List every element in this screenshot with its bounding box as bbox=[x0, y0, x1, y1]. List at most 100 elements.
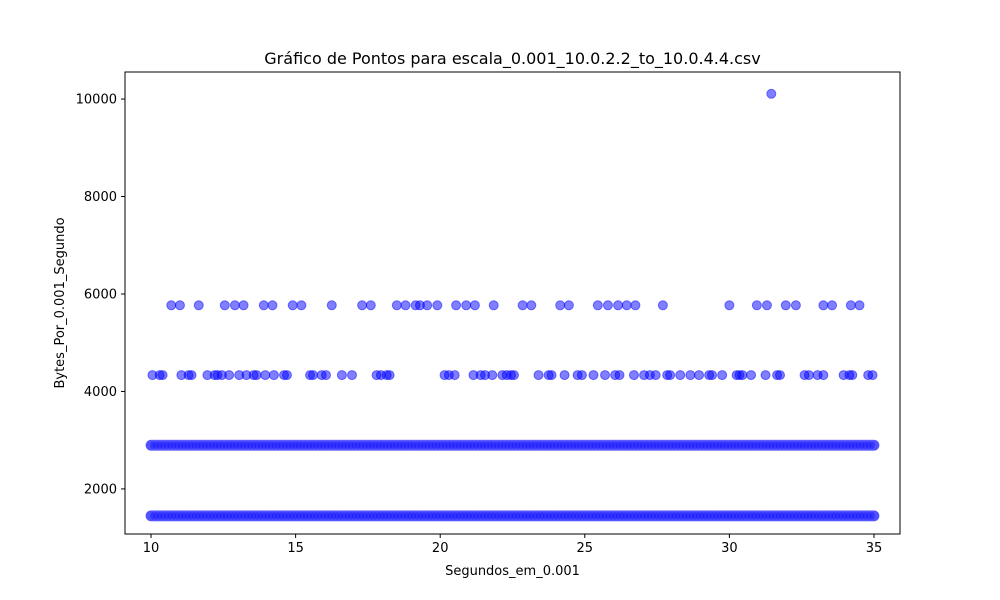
data-point bbox=[358, 511, 368, 521]
data-point bbox=[271, 511, 281, 521]
data-point bbox=[782, 511, 792, 521]
data-point bbox=[608, 511, 618, 521]
data-point bbox=[451, 300, 462, 311]
data-point bbox=[626, 440, 636, 450]
data-point bbox=[422, 300, 433, 311]
data-point bbox=[688, 511, 698, 521]
data-point bbox=[841, 440, 851, 450]
data-point bbox=[267, 300, 278, 311]
data-point bbox=[268, 440, 278, 450]
data-point bbox=[389, 511, 399, 521]
data-point bbox=[862, 511, 872, 521]
x-tick-label: 15 bbox=[287, 541, 304, 556]
data-point bbox=[212, 440, 222, 450]
data-point bbox=[257, 440, 267, 450]
data-point bbox=[664, 511, 674, 521]
data-point bbox=[480, 440, 490, 450]
data-point bbox=[612, 511, 622, 521]
data-point bbox=[504, 440, 514, 450]
data-point bbox=[709, 440, 719, 450]
data-point bbox=[334, 511, 344, 521]
data-point bbox=[733, 440, 743, 450]
data-point bbox=[775, 511, 785, 521]
data-point bbox=[594, 511, 604, 521]
chart-title: Gráfico de Pontos para escala_0.001_10.0… bbox=[264, 49, 760, 69]
data-point bbox=[455, 511, 465, 521]
data-point bbox=[841, 511, 851, 521]
data-point bbox=[514, 440, 524, 450]
data-point bbox=[768, 440, 778, 450]
data-point bbox=[702, 440, 712, 450]
data-point bbox=[521, 511, 531, 521]
data-point bbox=[772, 440, 782, 450]
x-tick-label: 25 bbox=[577, 541, 594, 556]
data-point bbox=[379, 440, 389, 450]
data-point bbox=[660, 440, 670, 450]
data-point bbox=[539, 511, 549, 521]
data-point bbox=[191, 511, 201, 521]
data-point bbox=[831, 511, 841, 521]
data-point bbox=[852, 440, 862, 450]
data-point bbox=[574, 511, 584, 521]
data-point bbox=[302, 511, 312, 521]
data-point bbox=[400, 511, 410, 521]
data-point bbox=[295, 511, 305, 521]
data-point bbox=[615, 511, 625, 521]
data-point bbox=[386, 511, 396, 521]
data-point bbox=[257, 511, 267, 521]
data-point bbox=[799, 511, 809, 521]
data-point bbox=[584, 440, 594, 450]
data-point bbox=[740, 511, 750, 521]
data-point bbox=[393, 440, 403, 450]
data-point bbox=[848, 511, 858, 521]
data-point bbox=[796, 511, 806, 521]
data-point bbox=[462, 440, 472, 450]
data-point bbox=[782, 440, 792, 450]
data-point bbox=[626, 511, 636, 521]
data-point bbox=[330, 440, 340, 450]
data-point bbox=[622, 440, 632, 450]
data-point bbox=[716, 511, 726, 521]
data-point bbox=[327, 440, 337, 450]
data-point bbox=[452, 440, 462, 450]
data-point bbox=[678, 440, 688, 450]
data-point bbox=[306, 440, 316, 450]
data-point bbox=[384, 370, 395, 381]
data-point bbox=[191, 440, 201, 450]
data-point bbox=[761, 511, 771, 521]
data-point bbox=[469, 511, 479, 521]
data-point bbox=[275, 440, 285, 450]
data-point bbox=[699, 440, 709, 450]
data-point bbox=[224, 370, 235, 381]
data-point bbox=[344, 440, 354, 450]
data-point bbox=[657, 511, 667, 521]
data-point bbox=[605, 511, 615, 521]
data-point bbox=[292, 511, 302, 521]
data-point bbox=[633, 440, 643, 450]
data-point bbox=[681, 511, 691, 521]
data-point bbox=[431, 511, 441, 521]
data-point bbox=[720, 440, 730, 450]
data-point bbox=[323, 511, 333, 521]
data-point bbox=[754, 440, 764, 450]
data-point bbox=[574, 440, 584, 450]
data-point bbox=[174, 511, 184, 521]
data-point bbox=[410, 511, 420, 521]
data-point bbox=[341, 440, 351, 450]
plot-frame bbox=[124, 71, 901, 535]
data-point bbox=[233, 511, 243, 521]
data-point bbox=[854, 300, 865, 311]
data-point bbox=[737, 370, 748, 381]
data-point bbox=[820, 511, 830, 521]
data-point bbox=[657, 300, 668, 311]
data-point bbox=[229, 300, 240, 311]
data-point bbox=[580, 440, 590, 450]
data-point bbox=[243, 440, 253, 450]
data-point bbox=[786, 440, 796, 450]
data-point bbox=[313, 511, 323, 521]
data-point bbox=[309, 440, 319, 450]
data-point bbox=[181, 440, 191, 450]
data-point bbox=[476, 440, 486, 450]
data-point bbox=[640, 511, 650, 521]
data-point bbox=[504, 511, 514, 521]
